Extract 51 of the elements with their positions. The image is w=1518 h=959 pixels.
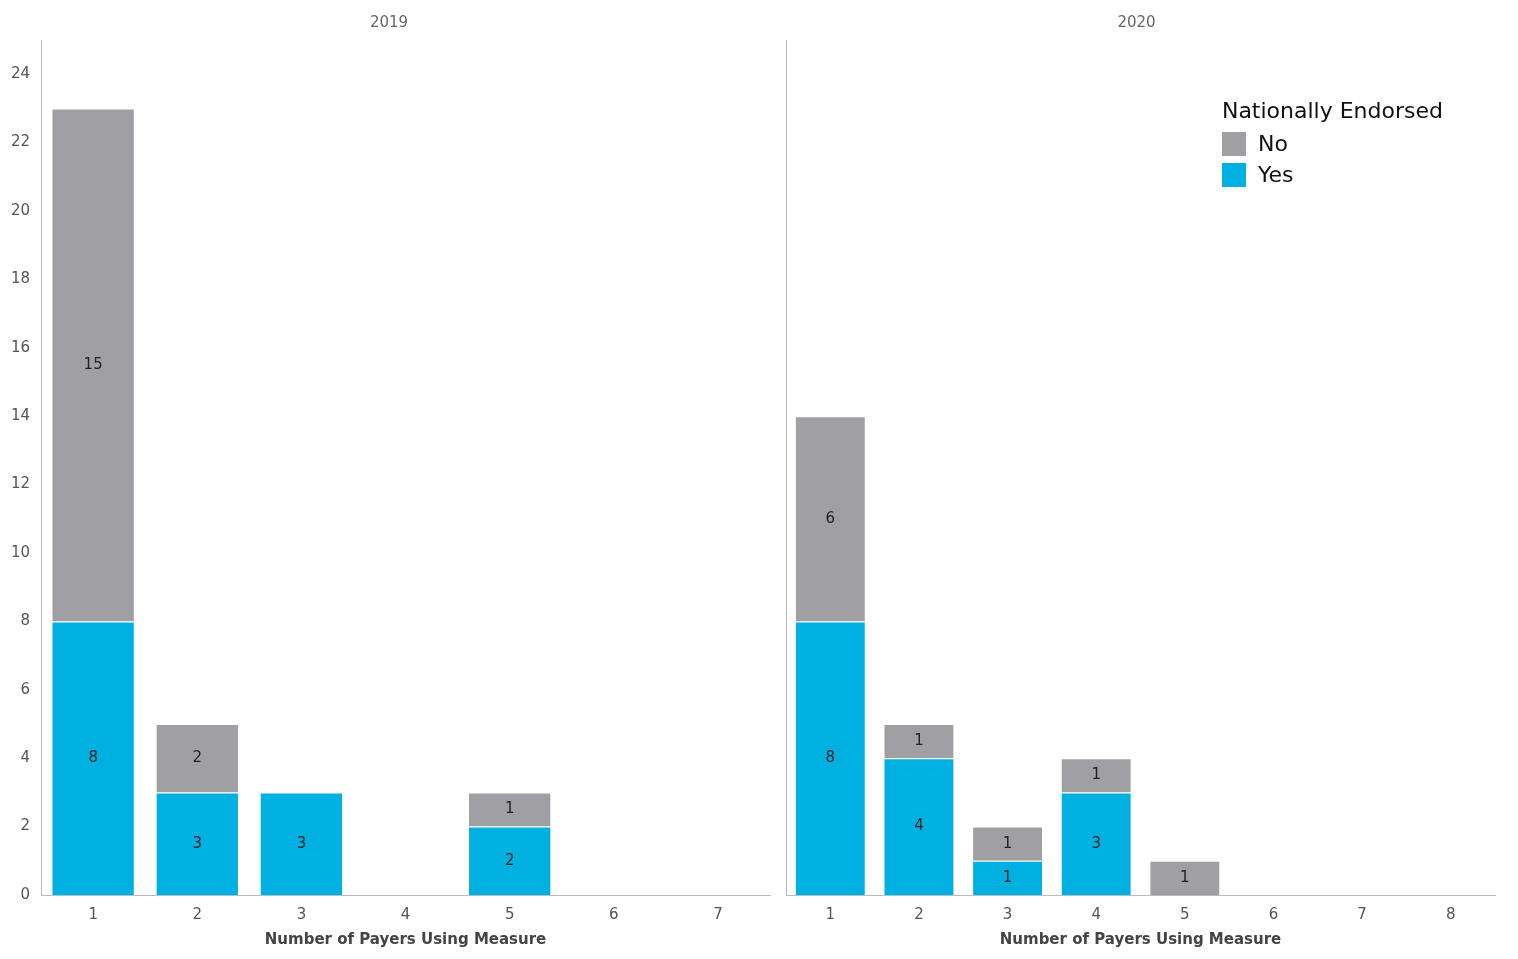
data-label: 3 xyxy=(296,833,307,852)
y-tick-label: 22 xyxy=(10,132,31,151)
x-tick-label: 4 xyxy=(1091,904,1101,923)
y-tick-label: 18 xyxy=(10,269,31,288)
data-label: 8 xyxy=(88,748,98,767)
chart-title: 2020 xyxy=(1117,12,1156,31)
y-tick-label: 2 xyxy=(20,816,31,835)
x-tick-label: 6 xyxy=(1268,904,1279,923)
x-tick-label: 5 xyxy=(504,904,515,923)
y-tick-label: 14 xyxy=(10,406,31,425)
x-tick-label: 7 xyxy=(713,904,723,923)
y-tick-label: 0 xyxy=(20,884,31,903)
data-label: 4 xyxy=(914,816,924,835)
x-tick-label: 1 xyxy=(825,904,836,923)
y-tick-label: 16 xyxy=(10,337,31,356)
y-tick-label: 24 xyxy=(10,64,31,83)
y-tick-label: 20 xyxy=(10,200,31,219)
data-label: 8 xyxy=(825,748,836,767)
data-label: 1 xyxy=(1002,867,1013,886)
x-axis-title: Number of Payers Using Measure xyxy=(999,929,1282,948)
x-tick-label: 2 xyxy=(192,904,203,923)
data-label: 15 xyxy=(83,354,103,373)
data-label: 3 xyxy=(192,833,203,852)
x-tick-label: 6 xyxy=(609,904,619,923)
data-label: 6 xyxy=(825,508,836,527)
x-tick-label: 1 xyxy=(88,904,98,923)
x-axis-title: Number of Payers Using Measure xyxy=(264,929,547,948)
data-label: 2 xyxy=(192,748,203,767)
data-label: 2 xyxy=(504,850,515,869)
data-label: 1 xyxy=(1180,867,1190,886)
data-label: 1 xyxy=(914,730,924,749)
legend-label: Yes xyxy=(1257,162,1294,187)
x-tick-label: 7 xyxy=(1357,904,1367,923)
x-tick-label: 3 xyxy=(296,904,307,923)
legend-label: No xyxy=(1257,131,1288,156)
x-tick-label: 8 xyxy=(1445,904,1456,923)
y-tick-label: 8 xyxy=(20,611,31,630)
x-tick-label: 4 xyxy=(400,904,411,923)
data-label: 1 xyxy=(504,799,515,818)
legend-title: Nationally Endorsed xyxy=(1221,98,1443,123)
y-tick-label: 10 xyxy=(10,542,31,561)
x-tick-label: 3 xyxy=(1002,904,1013,923)
data-label: 1 xyxy=(1002,833,1013,852)
y-tick-label: 4 xyxy=(20,748,31,767)
x-tick-label: 5 xyxy=(1180,904,1190,923)
chart-title: 2019 xyxy=(369,12,409,31)
y-tick-label: 6 xyxy=(20,679,31,698)
data-label: 1 xyxy=(1091,765,1101,784)
data-label: 3 xyxy=(1091,833,1101,852)
y-tick-label: 12 xyxy=(10,474,31,493)
x-tick-label: 2 xyxy=(914,904,924,923)
